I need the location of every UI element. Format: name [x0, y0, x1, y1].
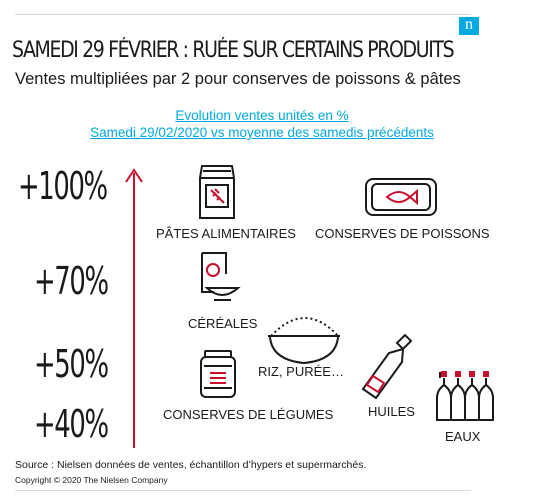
nielsen-logo: n [459, 17, 479, 35]
product-label-oils: HUILES [368, 404, 415, 419]
y-tick-label: +50% [34, 342, 109, 386]
cereal-box-icon [201, 252, 241, 301]
pasta-bag-icon [199, 165, 235, 219]
chart-title[interactable]: Evolution ventes unités en % [175, 108, 349, 123]
source-note: Source : Nielsen données de ventes, écha… [15, 459, 367, 471]
product-label-water: EAUX [445, 429, 481, 444]
y-tick-label: +40% [34, 402, 109, 446]
product-label-fish: CONSERVES DE POISSONS [315, 226, 490, 241]
water-bottles-icon [436, 371, 494, 421]
chart-subtitle[interactable]: Samedi 29/02/2020 vs moyenne des samedis… [90, 125, 434, 140]
y-tick-label: +100% [18, 164, 108, 208]
product-label-vegetables: CONSERVES DE LÉGUMES [163, 407, 334, 422]
page-title: SAMEDI 29 FÉVRIER : RUÉE SUR CERTAINS PR… [12, 38, 455, 63]
rice-bowl-icon [268, 317, 340, 365]
y-tick-label: +70% [34, 259, 109, 303]
fish-can-icon [365, 178, 437, 216]
axis-arrow [125, 168, 143, 448]
copyright-note: Copyright © 2020 The Nielsen Company [15, 475, 168, 485]
vegetable-jar-icon [200, 350, 236, 398]
product-label-pasta: PÂTES ALIMENTAIRES [156, 226, 296, 241]
product-label-rice: RIZ, PURÉE… [258, 364, 344, 379]
product-label-cereals: CÉRÉALES [188, 316, 258, 331]
oil-bottle-icon [361, 333, 413, 400]
top-divider [15, 14, 471, 15]
page-subtitle: Ventes multipliées par 2 pour conserves … [15, 70, 461, 88]
bottom-divider [15, 490, 471, 491]
